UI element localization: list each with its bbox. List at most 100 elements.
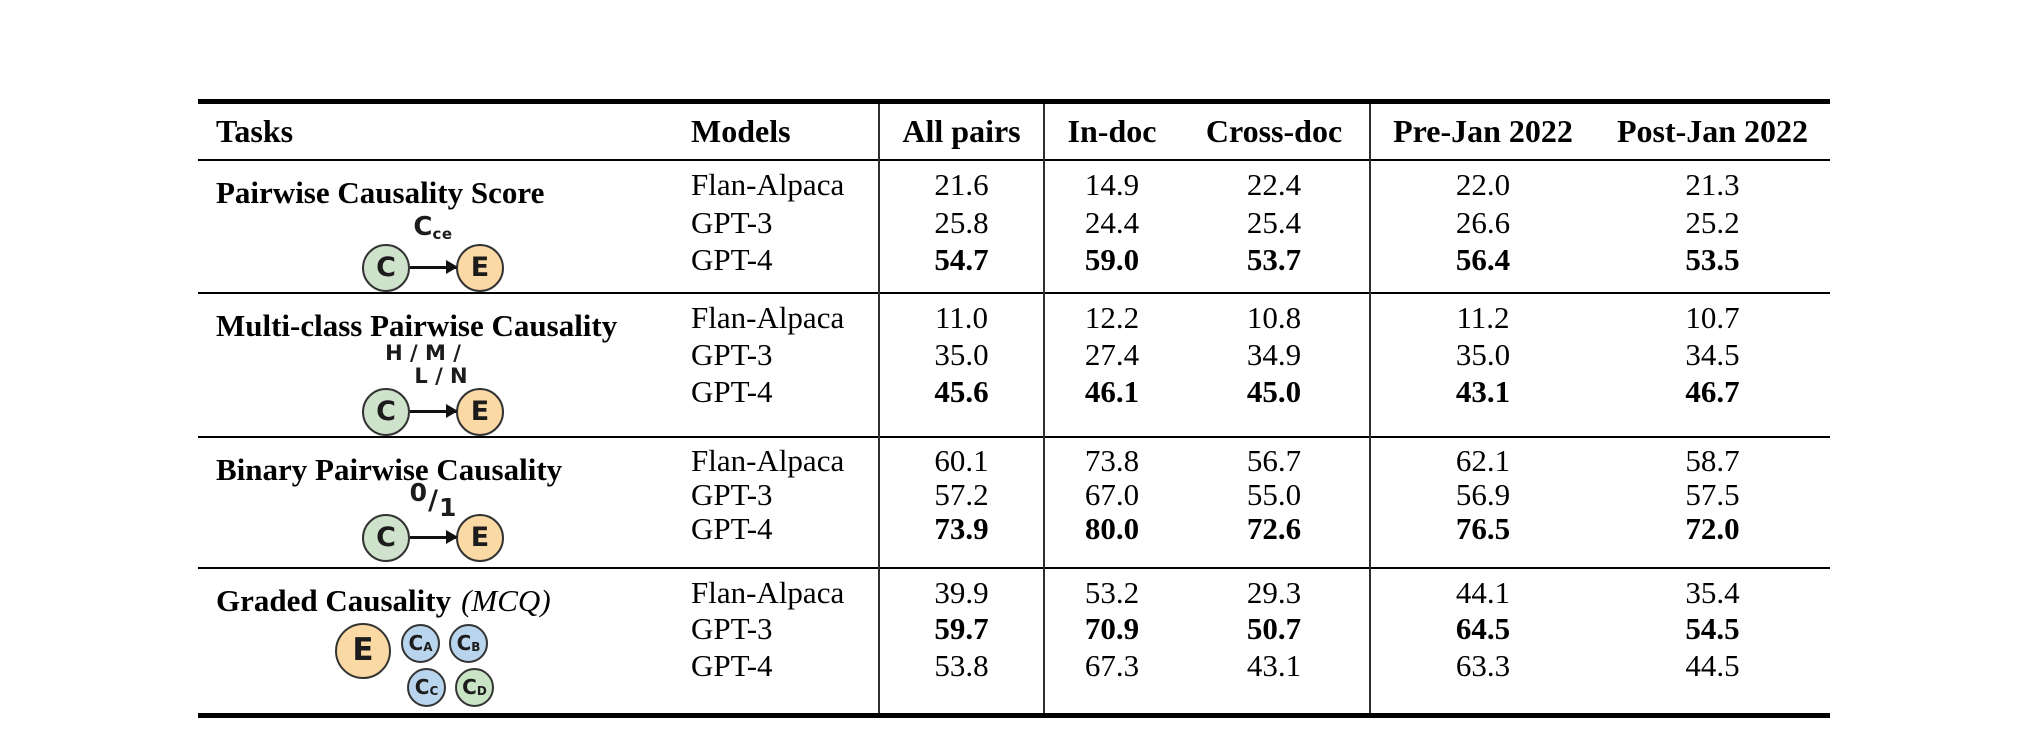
score-cell: 27.4: [1043, 334, 1179, 375]
effect-circle-icon: E: [456, 243, 504, 292]
effect-letter: E: [352, 632, 374, 668]
score-cell: 67.0: [1043, 475, 1179, 513]
task-cell: Multi-class Pairwise Causality H / M / L …: [198, 293, 668, 437]
score-cell: 25.8: [878, 202, 1044, 243]
table-row: GPT-3 25.8 24.4 25.4 26.6 25.2: [198, 202, 1830, 243]
score-cell: 54.5: [1685, 610, 1740, 646]
edge-label-one: 1: [438, 492, 457, 522]
score-cell: 39.9: [878, 567, 1044, 609]
model-cell: Flan-Alpaca: [691, 167, 845, 203]
score-cell: 73.9: [878, 512, 1044, 568]
score-cell: 43.1: [1246, 647, 1302, 683]
task-group-pairwise-score: Pairwise Causality Score Cce C E Flan-Al…: [198, 159, 1830, 293]
task-title: Pairwise Causality Score: [198, 168, 668, 208]
score-cell: 53.2: [1043, 567, 1179, 609]
score-cell: 10.8: [1246, 299, 1302, 335]
effect-letter: E: [470, 522, 490, 553]
score-cell: 11.2: [1369, 292, 1595, 335]
table-row: GPT-4 53.8 67.3 43.1 63.3 44.5: [198, 647, 1830, 715]
score-cell: 29.3: [1246, 574, 1302, 610]
score-cell: 25.4: [1246, 204, 1302, 240]
task-title-text: Multi-class Pairwise Causality: [216, 307, 618, 343]
score-cell: 53.5: [1685, 242, 1740, 278]
cause-letter: C: [376, 252, 396, 283]
cause-letter: C: [376, 522, 396, 553]
column-header-all-pairs: All pairs: [878, 101, 1044, 160]
results-table: Tasks Models All pairs In-doc Cross-doc …: [198, 99, 1830, 718]
score-cell: 21.6: [878, 159, 1044, 203]
cause-letter: C: [376, 396, 396, 427]
column-header-post-jan-2022: Post-Jan 2022: [1616, 113, 1809, 150]
arrow-icon: [410, 530, 458, 544]
score-cell: 54.7: [878, 242, 1044, 293]
score-cell: 64.5: [1369, 608, 1595, 648]
score-cell: 35.0: [878, 334, 1044, 375]
effect-letter: E: [470, 252, 490, 283]
score-cell: 21.3: [1685, 167, 1740, 203]
choice-subscript: B: [471, 640, 481, 654]
model-cell: Flan-Alpaca: [691, 442, 845, 478]
table-row: Multi-class Pairwise Causality H / M / L …: [198, 292, 1830, 436]
edge-label-slash: /: [428, 484, 438, 516]
column-header-pre-jan-2022: Pre-Jan 2022: [1369, 101, 1595, 160]
model-cell: GPT-3: [691, 476, 773, 512]
choice-letter: C: [462, 675, 477, 699]
score-cell: 25.2: [1685, 204, 1740, 240]
score-cell: 76.5: [1369, 512, 1595, 568]
score-cell: 73.8: [1043, 436, 1179, 476]
model-cell: GPT-3: [691, 204, 773, 240]
edge-label-line2: L / N: [414, 363, 468, 388]
effect-letter: E: [470, 396, 490, 427]
model-cell: GPT-3: [691, 610, 773, 646]
score-cell: 34.5: [1685, 336, 1740, 372]
score-cell: 46.7: [1685, 374, 1740, 410]
score-cell: 60.1: [878, 436, 1044, 476]
task-title: Graded Causality (MCQ): [198, 576, 668, 616]
arrow-icon: [410, 260, 458, 274]
score-cell: 80.0: [1043, 512, 1179, 568]
model-cell: GPT-4: [691, 242, 773, 278]
effect-circle-icon: E: [456, 387, 504, 436]
score-cell: 55.0: [1246, 476, 1302, 512]
score-cell: 63.3: [1369, 647, 1595, 715]
score-cell: 44.5: [1685, 647, 1740, 683]
score-cell: 35.4: [1685, 574, 1740, 610]
score-cell: 53.8: [878, 647, 1044, 715]
task-group-multiclass: Multi-class Pairwise Causality H / M / L …: [198, 292, 1830, 437]
model-cell: GPT-3: [691, 336, 773, 372]
score-cell: 34.9: [1246, 336, 1302, 372]
edge-label: H / M / L / N: [385, 342, 471, 387]
score-cell: 57.5: [1685, 476, 1740, 512]
cause-effect-diagram: 0/1 C E: [198, 480, 668, 562]
score-cell: 50.7: [1246, 610, 1302, 646]
model-cell: GPT-4: [691, 510, 773, 546]
score-cell: 67.3: [1043, 647, 1179, 715]
score-cell: 10.7: [1685, 299, 1740, 335]
edge-label-line1: H / M /: [385, 340, 461, 365]
score-cell: 56.4: [1369, 242, 1595, 293]
model-cell: GPT-4: [691, 374, 773, 410]
score-cell: 44.1: [1369, 567, 1595, 609]
edge-label-zero: 0: [409, 477, 428, 507]
model-cell: GPT-4: [691, 647, 773, 683]
choice-letter: C: [456, 631, 472, 655]
score-cell: 57.2: [878, 475, 1044, 513]
score-cell: 22.4: [1246, 167, 1302, 203]
effect-circle-icon: E: [335, 622, 391, 679]
table-row: GPT-3 57.2 67.0 55.0 56.9 57.5: [198, 475, 1830, 513]
task-group-binary: Binary Pairwise Causality 0/1 C E Flan-A…: [198, 436, 1830, 568]
table-row: GPT-3 59.7 70.9 50.7 64.5 54.5: [198, 608, 1830, 648]
column-header-tasks: Tasks: [216, 113, 294, 150]
task-title-text: Binary Pairwise Causality: [216, 451, 563, 487]
score-cell: 62.1: [1369, 436, 1595, 476]
score-cell: 45.0: [1246, 374, 1302, 410]
task-cell: Binary Pairwise Causality 0/1 C E: [198, 437, 668, 568]
table-row: Pairwise Causality Score Cce C E Flan-Al…: [198, 159, 1830, 292]
score-cell: 56.9: [1369, 475, 1595, 513]
